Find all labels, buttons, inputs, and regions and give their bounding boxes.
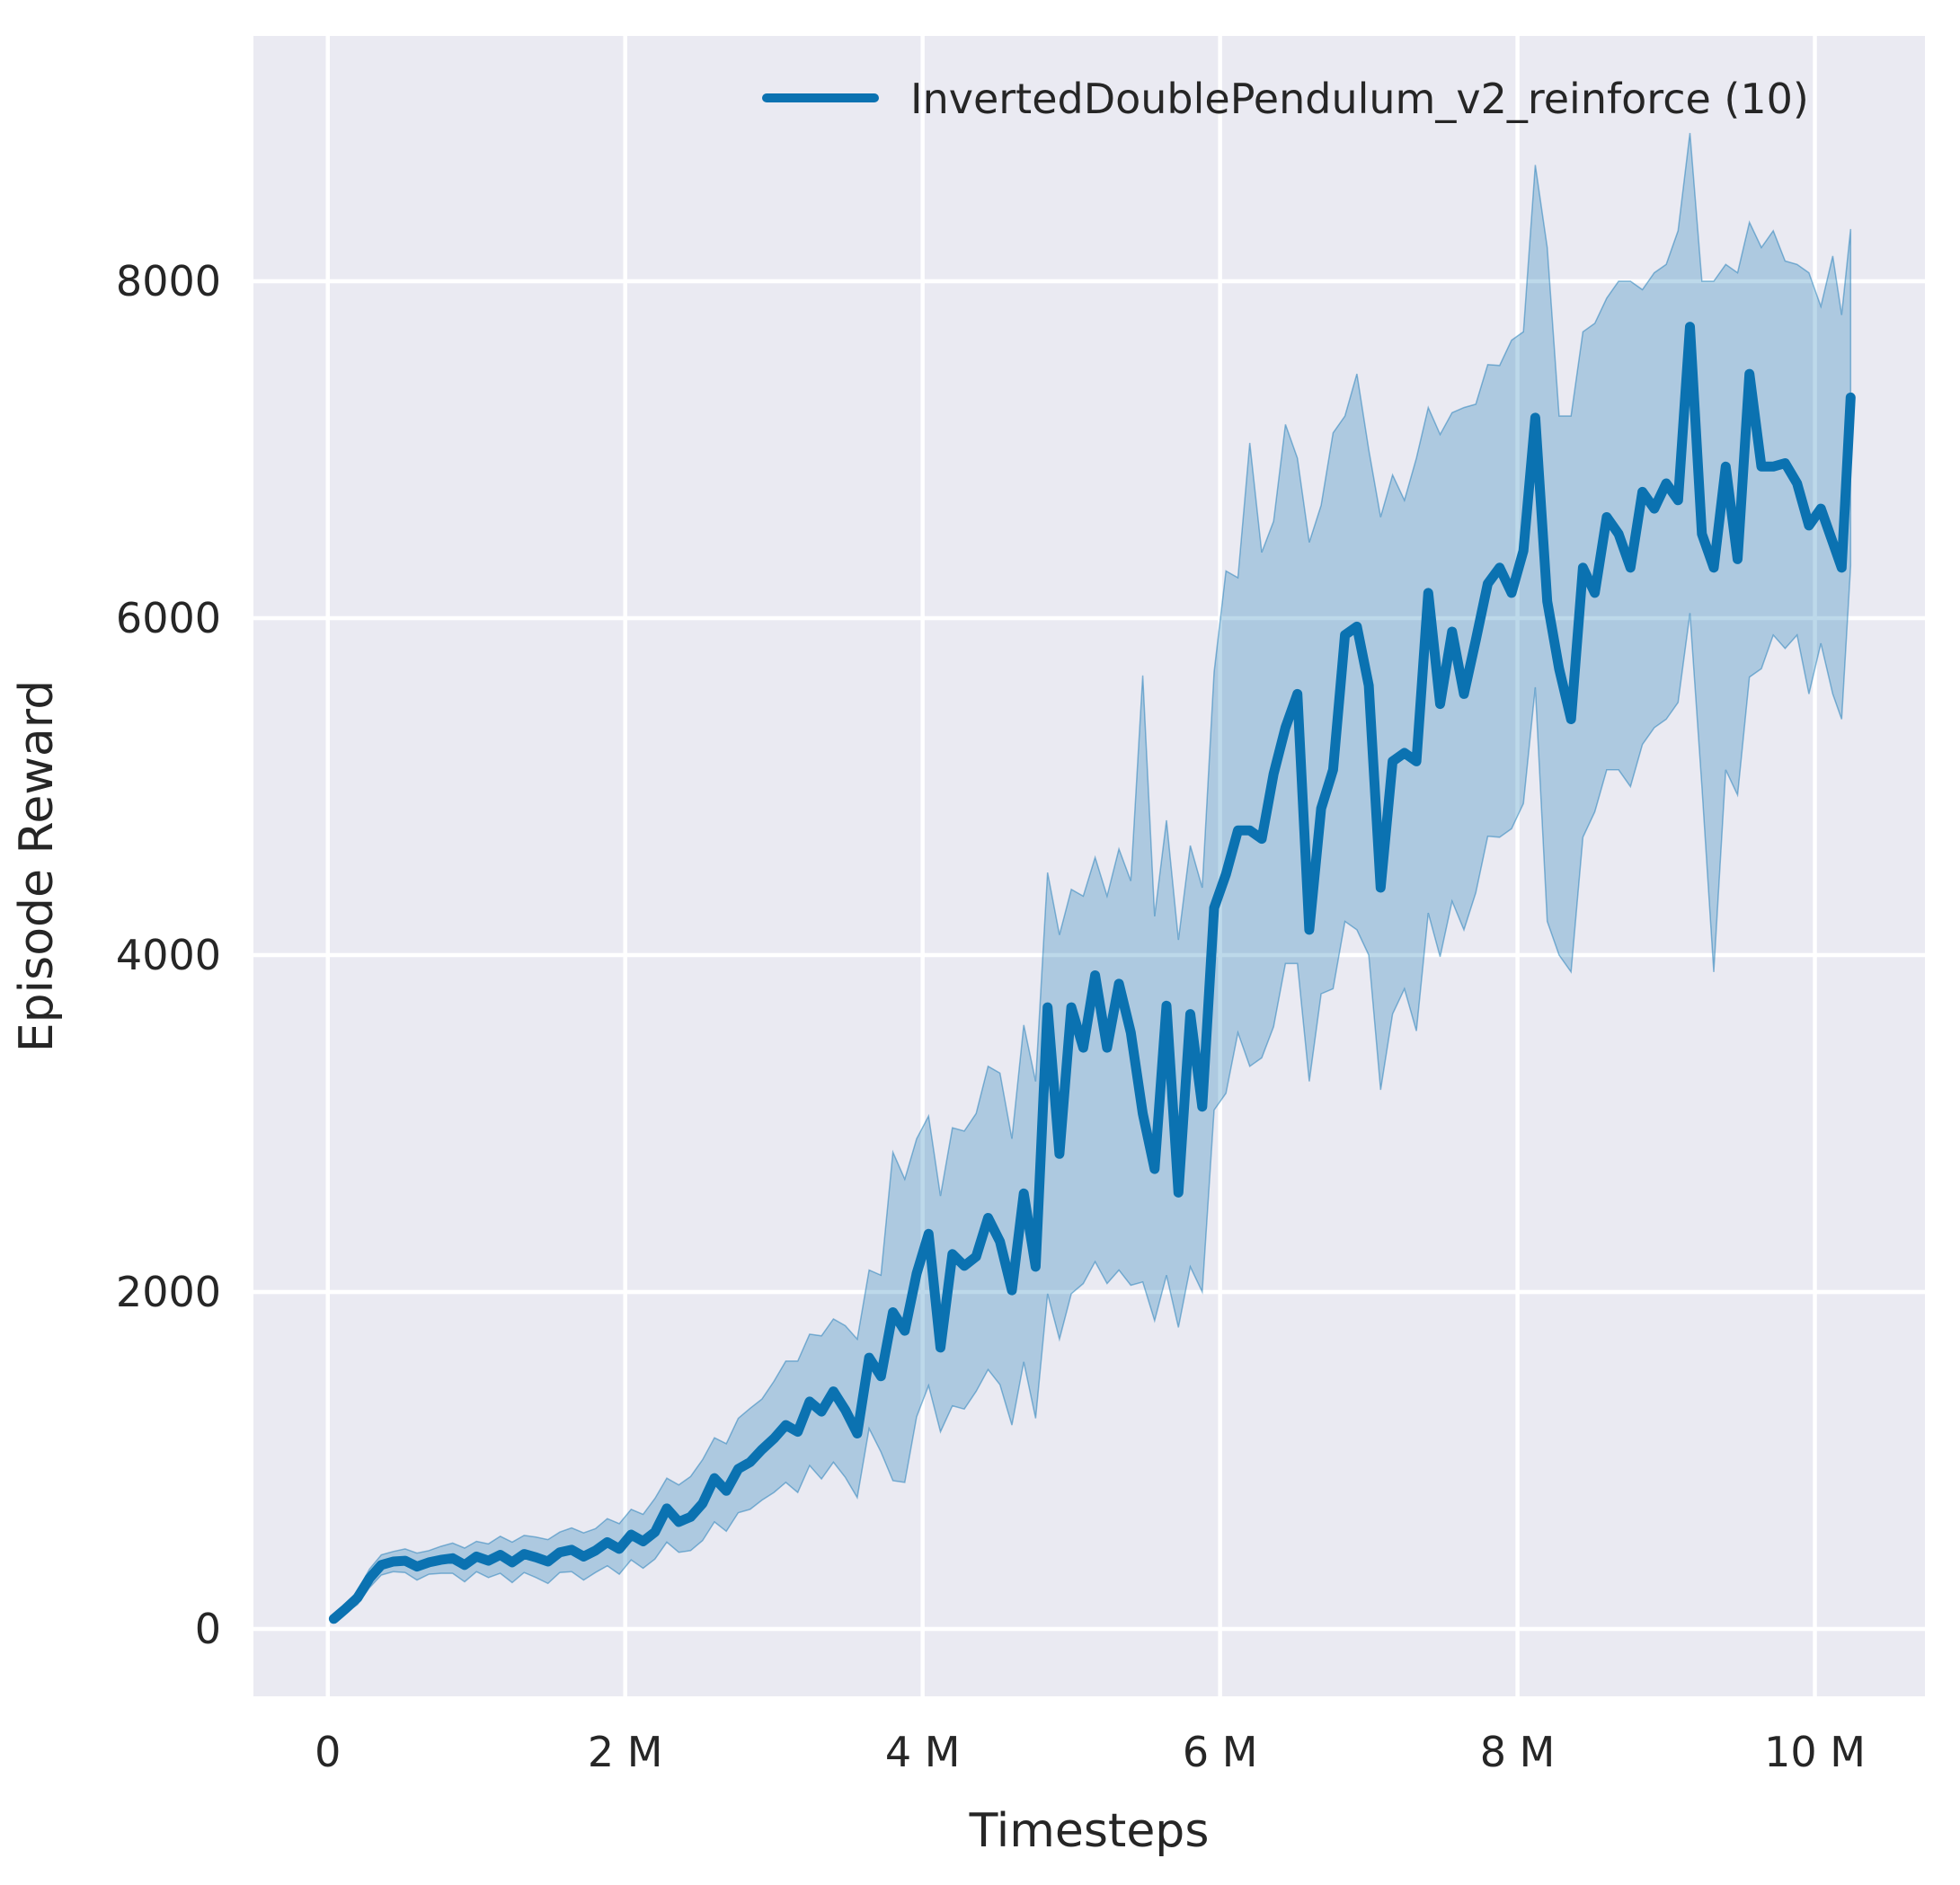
x-axis-label: Timesteps [969,1804,1210,1858]
x-axis-tick-labels: 0 2 M 4 M 6 M 8 M 10 M [315,1728,1866,1776]
confidence-band [333,132,1852,1624]
y-tick-label: 2000 [116,1268,221,1316]
y-tick-label: 4000 [116,931,221,979]
y-axis-label: Episode Reward [10,680,64,1052]
legend-label: InvertedDoublePendulum_v2_reinforce (10) [910,75,1809,123]
y-axis-tick-labels: 0 2000 4000 6000 8000 [116,257,221,1653]
y-tick-label: 0 [195,1605,221,1653]
confidence-band-layer [333,132,1852,1624]
x-tick-label: 10 M [1764,1728,1866,1776]
gridlines [253,36,1925,1696]
y-tick-label: 8000 [116,257,221,305]
x-tick-label: 8 M [1480,1728,1556,1776]
x-tick-label: 0 [315,1728,341,1776]
plot-area [253,36,1925,1696]
legend: InvertedDoublePendulum_v2_reinforce (10) [762,75,1809,123]
x-tick-label: 2 M [588,1728,663,1776]
x-tick-label: 6 M [1183,1728,1258,1776]
mean-reward-line [328,322,1856,1624]
mean-line-layer [328,322,1856,1624]
y-tick-label: 6000 [116,594,221,642]
x-tick-label: 4 M [885,1728,961,1776]
